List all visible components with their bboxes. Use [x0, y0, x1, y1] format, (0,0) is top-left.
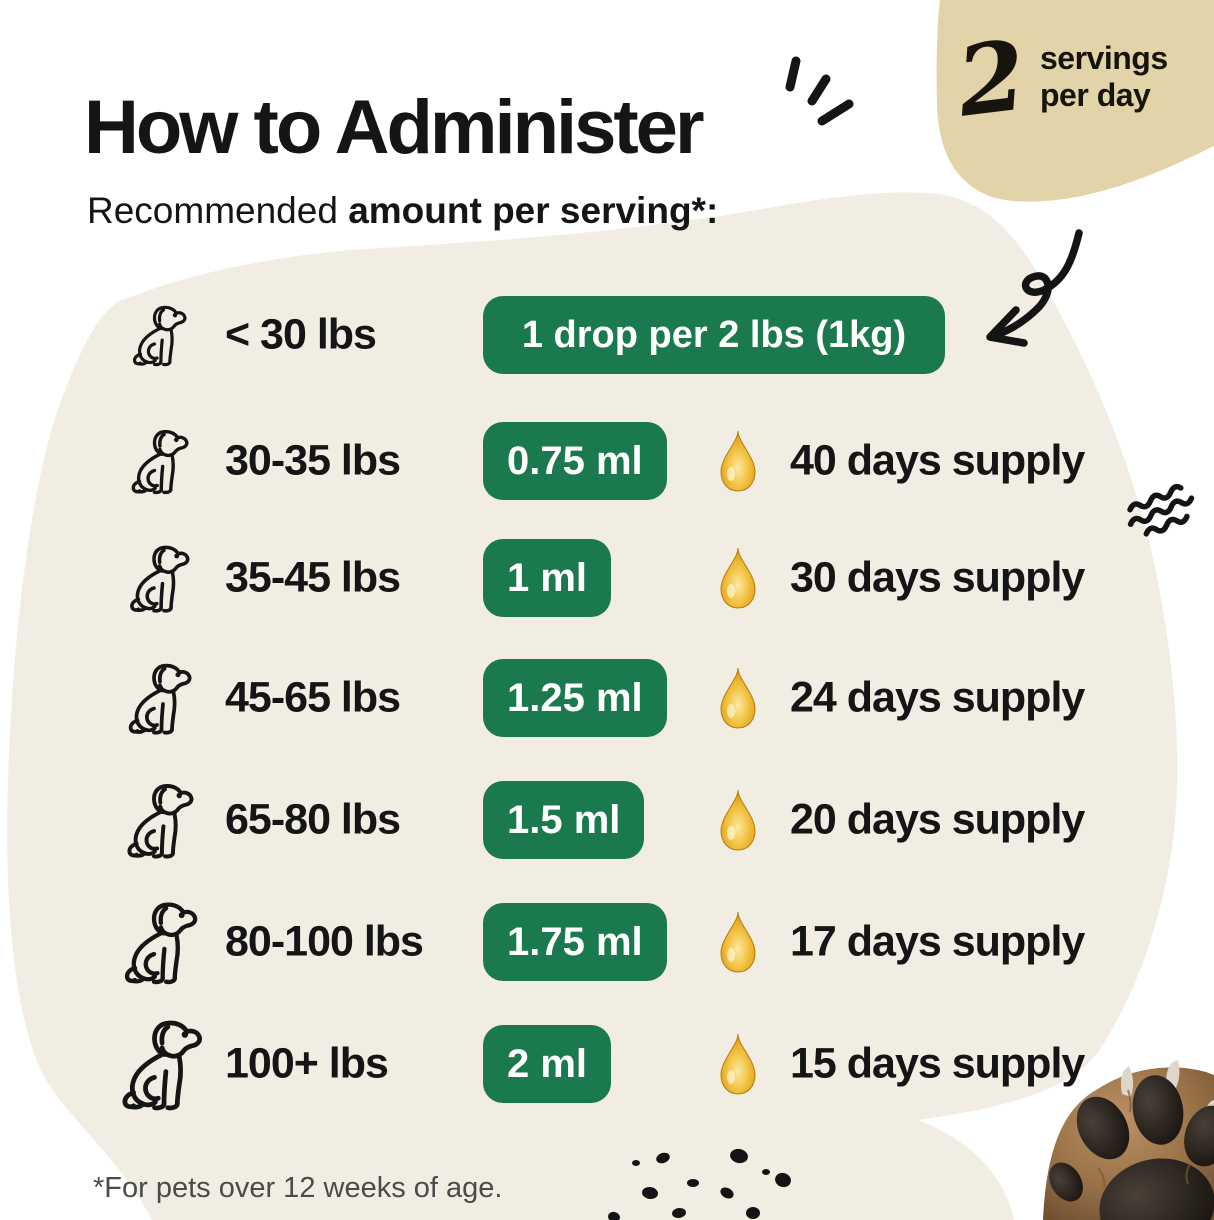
weight-range-label: 80-100 lbs: [225, 917, 424, 966]
title-emphasis-strokes-icon: [785, 56, 854, 126]
curved-arrow-icon: [986, 229, 1083, 347]
dog-paw-photo: [1043, 1060, 1214, 1220]
weight-range-label: 45-65 lbs: [225, 673, 401, 722]
servings-count: 2: [951, 18, 1032, 139]
supply-duration-label: 15 days supply: [790, 1039, 1085, 1088]
weight-range-label: 100+ lbs: [225, 1039, 389, 1088]
supply-duration-label: 17 days supply: [790, 917, 1085, 966]
oil-drop-icon: [716, 911, 760, 973]
oil-drop-icon: [716, 667, 760, 729]
dog-icon: [86, 1017, 222, 1112]
dose-pill: 1 drop per 2 lbs (1kg): [483, 296, 945, 374]
supply-duration-label: 24 days supply: [790, 673, 1085, 722]
dog-icon: [86, 427, 222, 495]
dose-pill: 1.5 ml: [483, 781, 645, 859]
dose-pill: 1 ml: [483, 539, 612, 617]
weight-range-label: 30-35 lbs: [225, 436, 401, 485]
weight-range-label: 35-45 lbs: [225, 553, 401, 602]
oil-drop-icon: [716, 1033, 760, 1095]
squiggle-icon: [1127, 483, 1195, 537]
weight-range-label: < 30 lbs: [225, 310, 377, 359]
subtitle-regular: Recommended: [87, 190, 349, 231]
supply-duration-label: 30 days supply: [790, 553, 1085, 602]
dog-icon: [86, 661, 222, 736]
oil-drop-icon: [716, 430, 760, 492]
page-title: How to Administer: [84, 85, 705, 170]
dose-pill: 1.25 ml: [483, 659, 667, 737]
dog-icon: [86, 543, 222, 614]
supply-duration-label: 40 days supply: [790, 436, 1085, 485]
servings-badge-blob: [936, 0, 1214, 202]
servings-label: servings per day: [1040, 40, 1168, 114]
footnote: *For pets over 12 weeks of age.: [93, 1172, 503, 1204]
dog-icon: [86, 899, 222, 986]
servings-label-line2: per day: [1040, 77, 1151, 113]
supply-duration-label: 20 days supply: [790, 795, 1085, 844]
oil-drop-icon: [716, 547, 760, 609]
dose-pill: 0.75 ml: [483, 422, 667, 500]
dog-icon: [86, 781, 222, 860]
subtitle: Recommended amount per serving*:: [87, 190, 718, 232]
dose-pill: 2 ml: [483, 1025, 612, 1103]
dose-pill: 1.75 ml: [483, 903, 667, 981]
dog-icon: [86, 303, 222, 367]
weight-range-label: 65-80 lbs: [225, 795, 401, 844]
oil-drop-icon: [716, 789, 760, 851]
subtitle-bold: amount per serving*:: [348, 190, 719, 231]
servings-label-line1: servings: [1040, 40, 1168, 76]
